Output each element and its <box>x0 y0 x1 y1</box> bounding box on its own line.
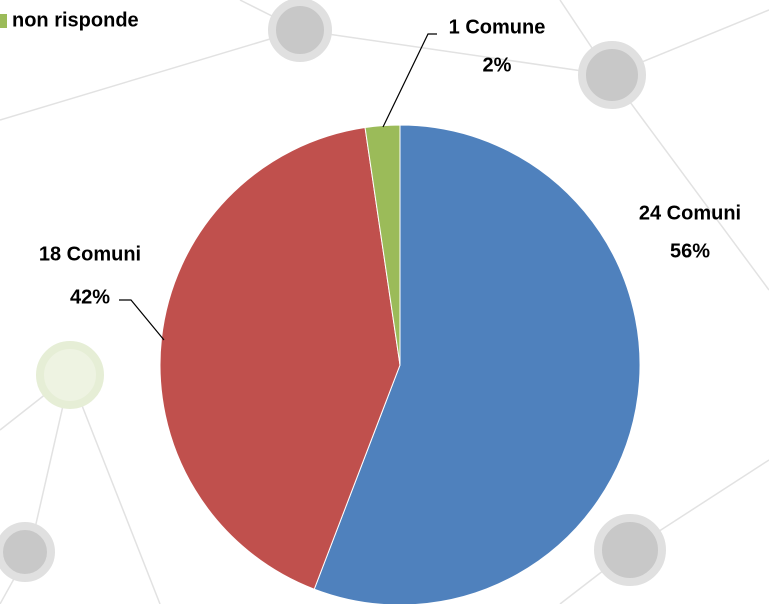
data-label-percent: 56% <box>670 240 710 262</box>
legend-swatch <box>0 14 7 28</box>
leader-line <box>119 299 165 341</box>
leader-line <box>382 33 437 128</box>
data-label: 18 Comuni <box>39 243 141 265</box>
legend-label: non risponde <box>12 9 139 31</box>
pie-slice <box>313 124 641 604</box>
pie-slice <box>159 126 401 590</box>
data-label-percent: 2% <box>483 54 512 76</box>
pie-slice <box>364 124 401 366</box>
data-label: 1 Comune <box>449 16 546 38</box>
data-label: 24 Comuni <box>639 202 741 224</box>
data-label-percent: 42% <box>70 286 110 308</box>
